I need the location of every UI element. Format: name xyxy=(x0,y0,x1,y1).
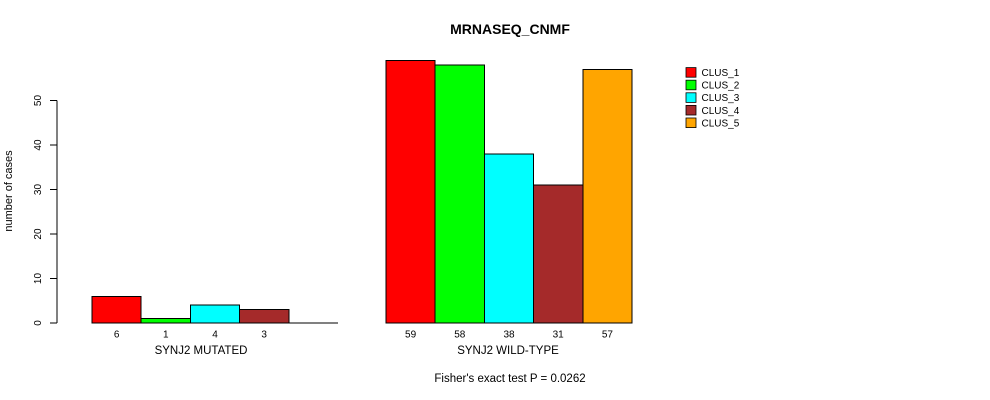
bar-value-label: 31 xyxy=(553,330,565,341)
bar xyxy=(239,309,290,324)
x-axis-label-wildtype: SYNJ2 WILD-TYPE xyxy=(457,345,559,357)
y-tick-label: 40 xyxy=(33,139,44,151)
legend-swatch xyxy=(685,117,697,129)
y-tick-label: 0 xyxy=(33,320,44,326)
bar xyxy=(533,184,584,324)
bar-value-label: 58 xyxy=(454,330,466,341)
bar xyxy=(385,59,436,324)
legend-label: CLUS_5 xyxy=(702,118,740,129)
bar-value-label: 38 xyxy=(503,330,515,341)
y-axis-label: number of cases xyxy=(3,150,15,232)
bar xyxy=(582,68,633,324)
legend-label: CLUS_2 xyxy=(702,81,740,92)
bar-value-label: 3 xyxy=(261,330,267,341)
bar xyxy=(140,318,191,324)
bar xyxy=(434,64,485,324)
legend-swatch xyxy=(685,105,697,116)
legend-label: CLUS_1 xyxy=(702,68,740,79)
bar-value-label: 59 xyxy=(405,330,417,341)
bar-value-label: 6 xyxy=(114,330,120,341)
legend-swatch xyxy=(685,67,697,78)
legend-label: CLUS_3 xyxy=(702,93,740,104)
legend-label: CLUS_4 xyxy=(702,106,740,117)
bar-value-label: 57 xyxy=(602,330,614,341)
x-axis-label-mutated: SYNJ2 MUTATED xyxy=(155,345,248,357)
bar xyxy=(189,304,241,324)
bar xyxy=(483,153,535,324)
chart-title: MRNASEQ_CNMF xyxy=(450,21,570,37)
y-tick-label: 30 xyxy=(33,184,44,196)
legend-swatch xyxy=(685,92,697,103)
y-tick-label: 20 xyxy=(33,228,44,240)
plot-area: 0 10 20 30 40 50 6 1 4 3 59 58 38 31 57 xyxy=(33,59,633,341)
legend-swatch xyxy=(685,79,697,91)
y-tick-label: 50 xyxy=(33,95,44,107)
y-tick-label: 10 xyxy=(33,273,44,285)
annotation-fisher-test: Fisher's exact test P = 0.0262 xyxy=(434,373,585,385)
bar-value-label: 4 xyxy=(212,330,218,341)
bar xyxy=(91,295,142,324)
bar-value-label: 1 xyxy=(163,330,169,341)
